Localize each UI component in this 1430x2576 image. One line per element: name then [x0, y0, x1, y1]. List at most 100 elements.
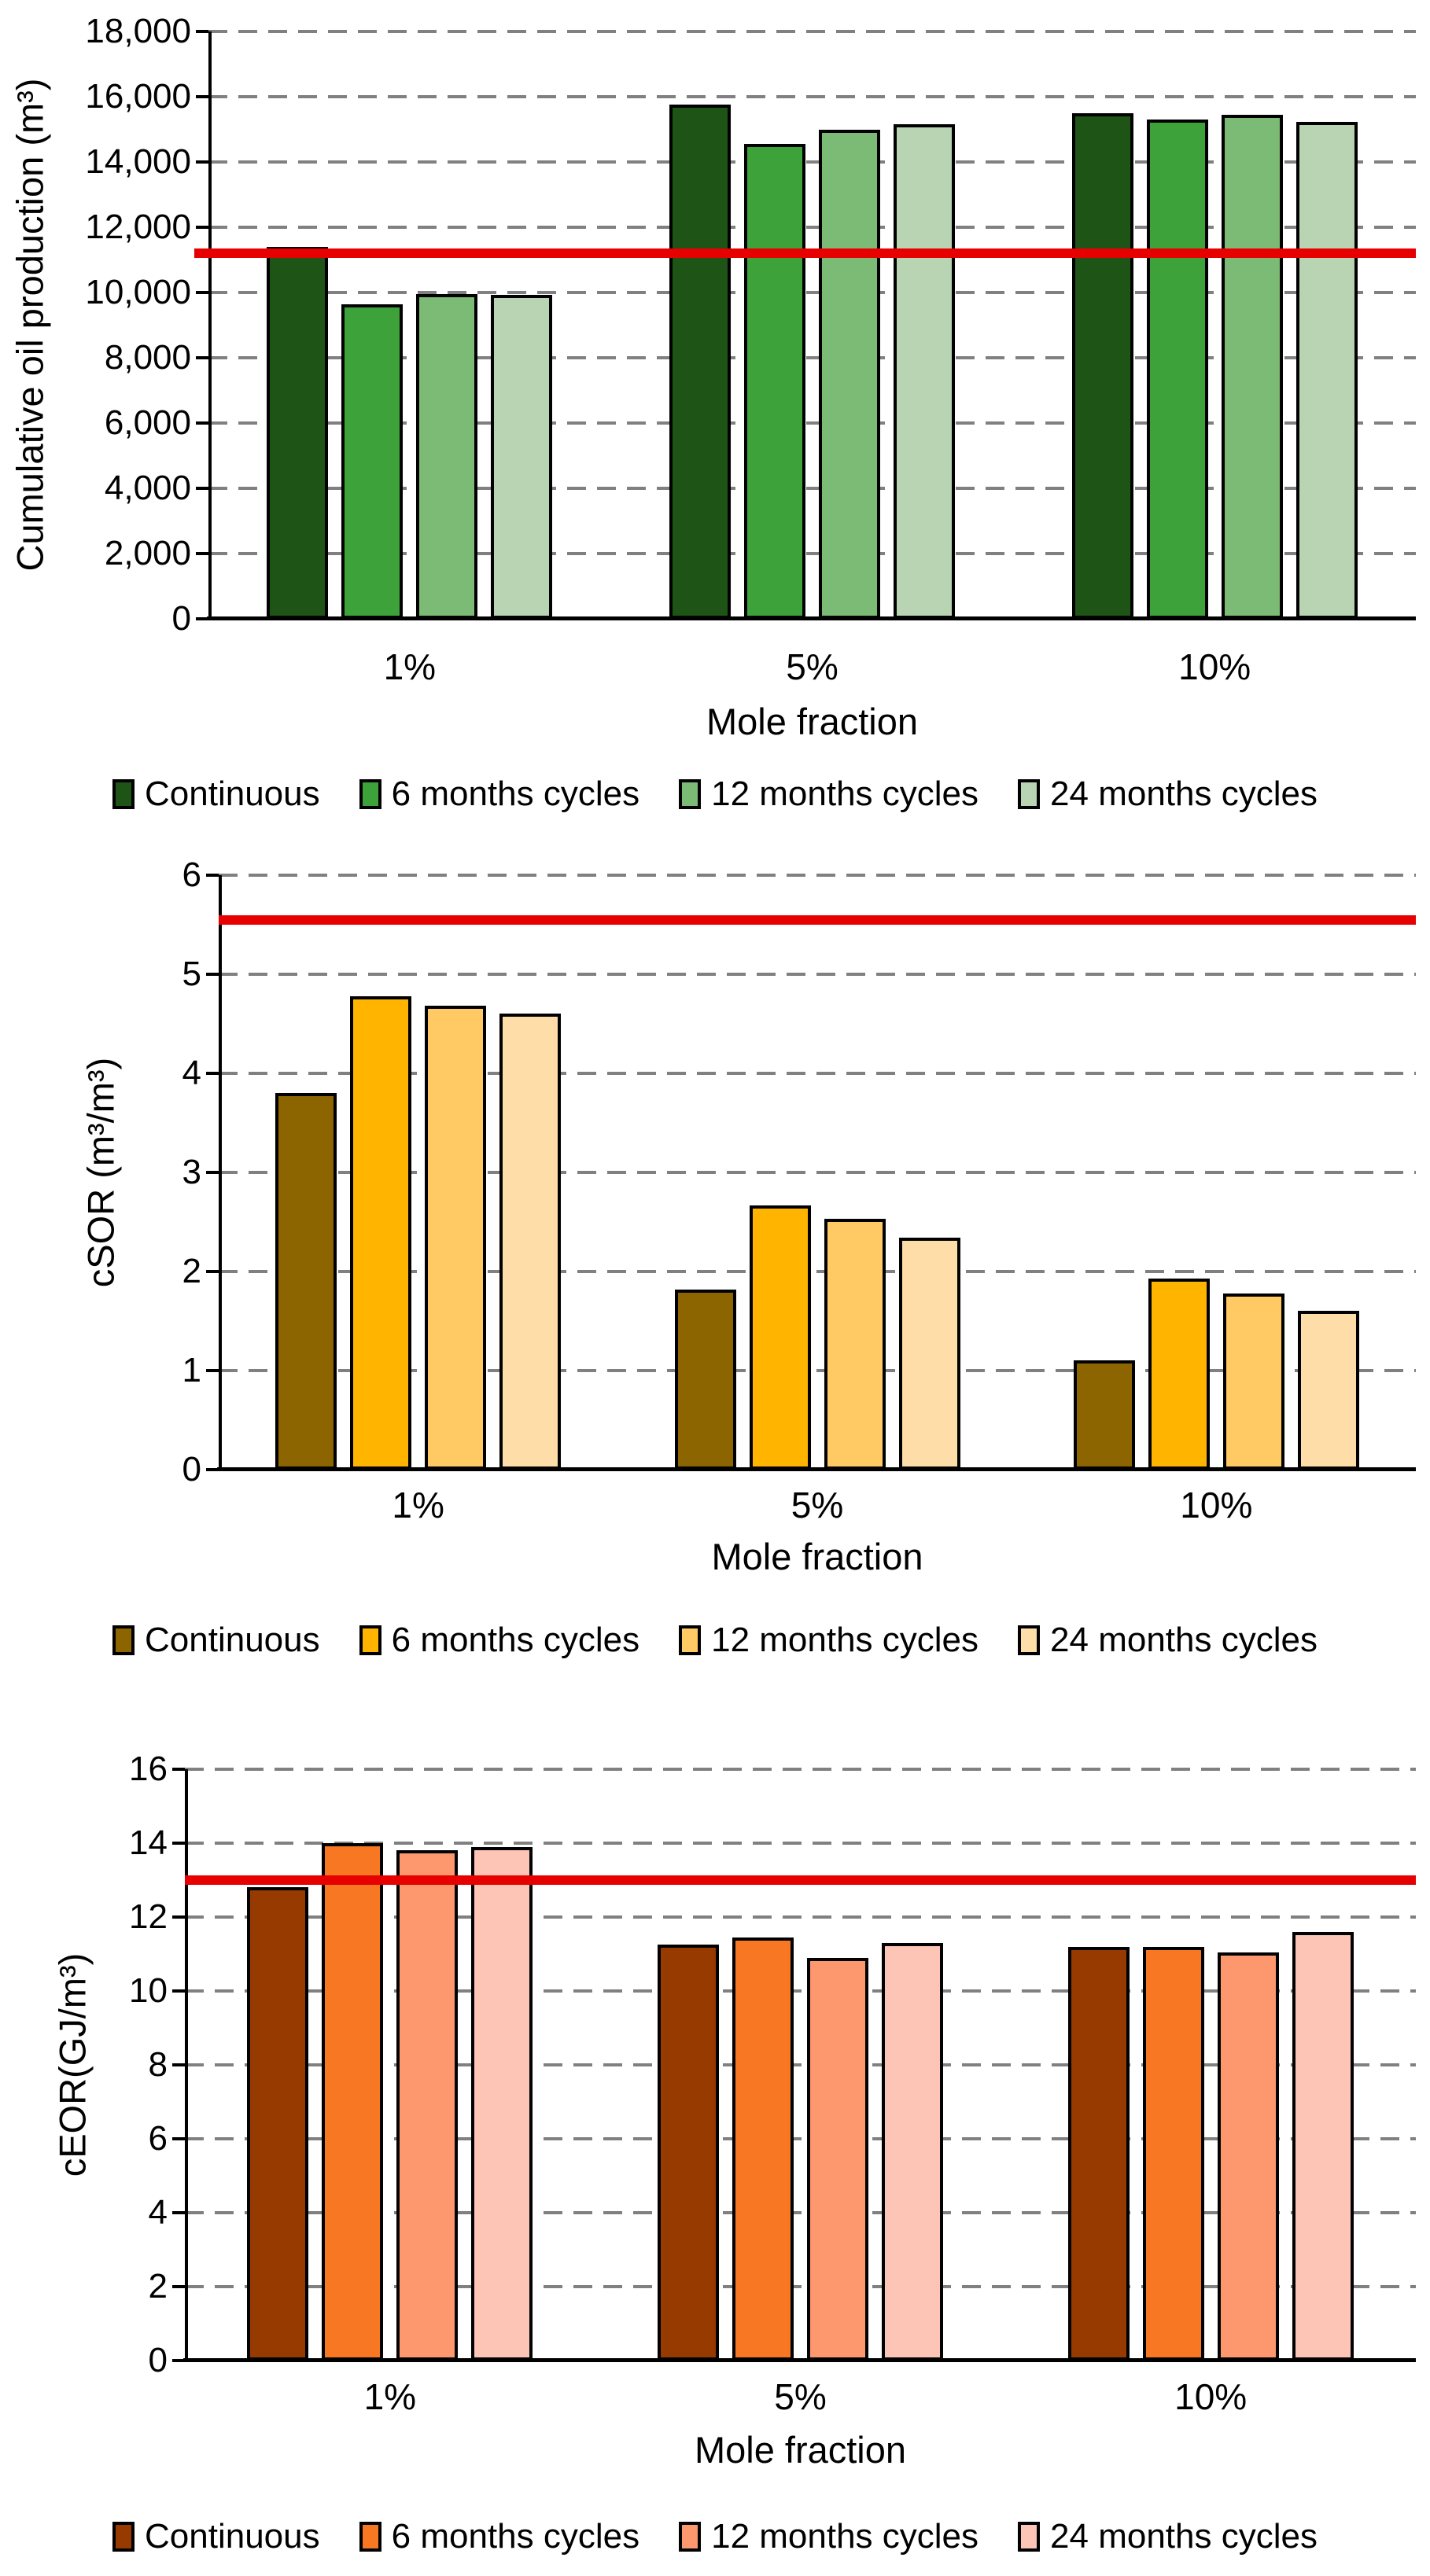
x-tick-label: 1%: [383, 646, 437, 687]
bar-series3-10%: [1217, 1952, 1279, 2361]
legend-item: Continuous: [112, 2517, 320, 2556]
x-axis-line: [183, 2358, 1416, 2362]
legend-swatch-icon: [679, 1625, 702, 1655]
bar-series2-10%: [1142, 1946, 1204, 2361]
y-tick-mark: [206, 1270, 219, 1273]
x-tick-label: 5%: [786, 646, 838, 687]
y-tick-label: 6,000: [104, 403, 191, 442]
bar-series4-10%: [1292, 1931, 1354, 2361]
y-tick-label: 4: [182, 1054, 201, 1092]
bar-series3-5%: [824, 1219, 886, 1470]
y-tick-label: 4: [148, 2193, 168, 2232]
bar-series2-5%: [744, 144, 805, 619]
legend-ceor: Continuous 6 months cycles 12 months cycle…: [0, 2515, 1430, 2559]
bar-series4-10%: [1295, 122, 1358, 619]
y-tick-label: 12: [129, 1897, 168, 1936]
x-tick-label: 10%: [1180, 1485, 1253, 1525]
gridline: [219, 1369, 1416, 1372]
bar-series3-10%: [1221, 114, 1283, 619]
gridline: [185, 2063, 1416, 2066]
y-tick-mark: [196, 617, 208, 620]
bar-series2-1%: [322, 1843, 384, 2361]
legend-swatch-icon: [359, 779, 381, 809]
y-tick-mark: [172, 1915, 185, 1919]
gridline: [208, 552, 1416, 555]
bar-series2-10%: [1146, 120, 1208, 619]
bar-series2-10%: [1148, 1278, 1210, 1470]
y-tick-label: 0: [182, 1450, 201, 1489]
bar-series3-1%: [416, 294, 478, 619]
y-tick-label: 2,000: [104, 534, 191, 572]
legend-label: Continuous: [145, 1621, 320, 1659]
y-tick-mark: [196, 487, 208, 490]
y-axis-line: [208, 31, 212, 620]
gridline: [185, 2285, 1416, 2288]
bar-series2-5%: [749, 1205, 811, 1470]
legend-swatch-icon: [112, 1625, 135, 1655]
gridline: [208, 421, 1416, 425]
legend-label: 12 months cycles: [711, 1621, 979, 1659]
bar-series4-5%: [882, 1942, 943, 2361]
gridline: [185, 2137, 1416, 2140]
x-tick-label: 1%: [363, 2376, 417, 2417]
gridline: [208, 160, 1416, 164]
y-tick-mark: [172, 2285, 185, 2288]
legend-item: 6 months cycles: [359, 1621, 639, 1660]
legend-label: 24 months cycles: [1050, 775, 1318, 813]
x-axis-line: [207, 616, 1416, 620]
y-tick-mark: [196, 30, 208, 33]
bar-series1-10%: [1073, 1360, 1135, 1470]
gridline: [208, 226, 1416, 229]
y-tick-mark: [172, 1989, 185, 1993]
legend-item: Continuous: [112, 1621, 320, 1660]
gridline: [219, 1270, 1416, 1273]
x-tick-label: 5%: [791, 1485, 844, 1525]
bar-series3-5%: [807, 1957, 868, 2361]
x-axis-title-mole-fraction-bottom: Mole fraction: [694, 2429, 907, 2471]
y-tick-mark: [206, 1171, 219, 1174]
legend-item: 12 months cycles: [679, 1621, 979, 1660]
gridline: [208, 30, 1416, 33]
gridline: [219, 973, 1416, 976]
bar-series1-5%: [674, 1289, 736, 1470]
bar-series2-5%: [732, 1937, 794, 2361]
bar-series4-5%: [894, 124, 955, 619]
legend-item: 24 months cycles: [1018, 2517, 1318, 2556]
y-tick-label: 16,000: [85, 77, 191, 116]
y-tick-mark: [172, 2063, 185, 2066]
legend-swatch-icon: [359, 1625, 381, 1655]
legend-item: 24 months cycles: [1018, 1621, 1318, 1660]
bar-series1-1%: [267, 246, 329, 619]
y-tick-label: 0: [171, 599, 191, 638]
bar-series4-10%: [1297, 1311, 1359, 1470]
y-tick-label: 14,000: [85, 142, 191, 181]
y-tick-label: 6: [148, 2119, 168, 2158]
legend-label: Continuous: [145, 775, 320, 813]
y-tick-mark: [172, 1842, 185, 1845]
bar-series4-1%: [491, 295, 553, 619]
y-tick-mark: [196, 421, 208, 425]
gridline: [185, 2211, 1416, 2214]
y-tick-mark: [206, 1072, 219, 1075]
legend-item: Continuous: [112, 775, 320, 814]
bar-series3-10%: [1222, 1293, 1284, 1470]
y-tick-label: 18,000: [85, 12, 191, 50]
y-axis-line: [185, 1769, 188, 2362]
y-tick-mark: [206, 874, 219, 877]
legend-label: 6 months cycles: [391, 775, 640, 813]
legend-swatch-icon: [112, 2522, 135, 2552]
gridline: [208, 291, 1416, 294]
y-tick-mark: [172, 2137, 185, 2140]
gridline: [208, 487, 1416, 490]
legend-label: 12 months cycles: [711, 775, 979, 813]
y-tick-label: 2: [182, 1252, 201, 1290]
legend-label: Continuous: [145, 2517, 320, 2556]
gridline: [219, 874, 1416, 877]
y-tick-label: 1: [182, 1351, 201, 1389]
bar-series1-5%: [658, 1945, 719, 2361]
gridline: [185, 1915, 1416, 1919]
bar-series4-1%: [471, 1846, 533, 2361]
legend-cumulative-oil: Continuous 6 months cycles 12 months cycle…: [0, 772, 1430, 816]
y-tick-mark: [172, 1768, 185, 1771]
bar-series2-1%: [341, 304, 404, 619]
